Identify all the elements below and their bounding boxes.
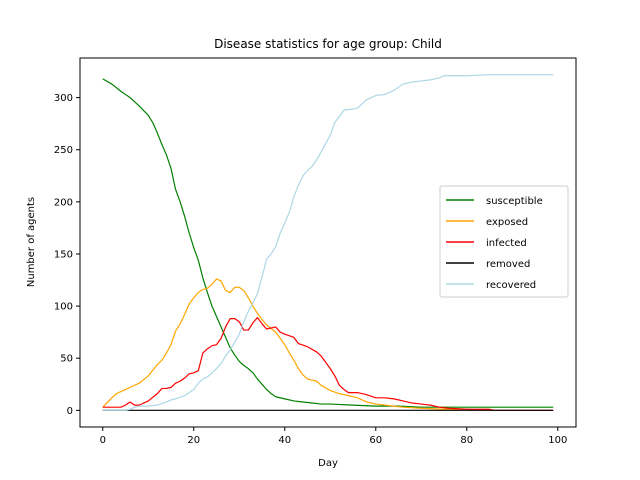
series-line-exposed xyxy=(102,278,554,411)
axes-frame xyxy=(79,57,577,428)
y-tick-label: 250 xyxy=(54,145,73,156)
y-axis-label: Number of agents xyxy=(26,197,37,287)
legend-label-infected: infected xyxy=(486,238,527,249)
y-tick-label: 150 xyxy=(54,249,73,260)
legend-label-recovered: recovered xyxy=(486,280,536,291)
y-tick-label: 100 xyxy=(54,302,73,313)
series-layer xyxy=(102,74,554,411)
legend-label-susceptible: susceptible xyxy=(486,196,543,207)
chart-title: Disease statistics for age group: Child xyxy=(214,37,442,51)
series-line-infected xyxy=(102,316,554,411)
y-tick-label: 50 xyxy=(60,354,73,365)
y-tick-label: 0 xyxy=(67,406,73,417)
x-tick-label: 60 xyxy=(369,435,382,446)
legend-label-exposed: exposed xyxy=(486,217,528,228)
x-tick-label: 0 xyxy=(100,435,106,446)
x-axis-label: Day xyxy=(318,458,338,469)
plot-area xyxy=(79,57,577,428)
x-axis: 0 20 40 60 80 100 xyxy=(100,427,567,446)
y-axis: 0 50 100 150 200 250 300 xyxy=(54,93,80,417)
legend-frame xyxy=(439,185,569,298)
x-tick-label: 80 xyxy=(460,435,473,446)
legend: susceptible exposed infected removed recover… xyxy=(439,185,569,298)
x-tick-label: 40 xyxy=(278,435,291,446)
x-tick-label: 20 xyxy=(187,435,200,446)
series-line-recovered xyxy=(102,74,554,411)
y-tick-label: 200 xyxy=(54,197,73,208)
y-tick-label: 300 xyxy=(54,93,73,104)
legend-label-removed: removed xyxy=(486,259,530,270)
series-line-susceptible xyxy=(102,78,554,408)
x-tick-label: 100 xyxy=(548,435,567,446)
